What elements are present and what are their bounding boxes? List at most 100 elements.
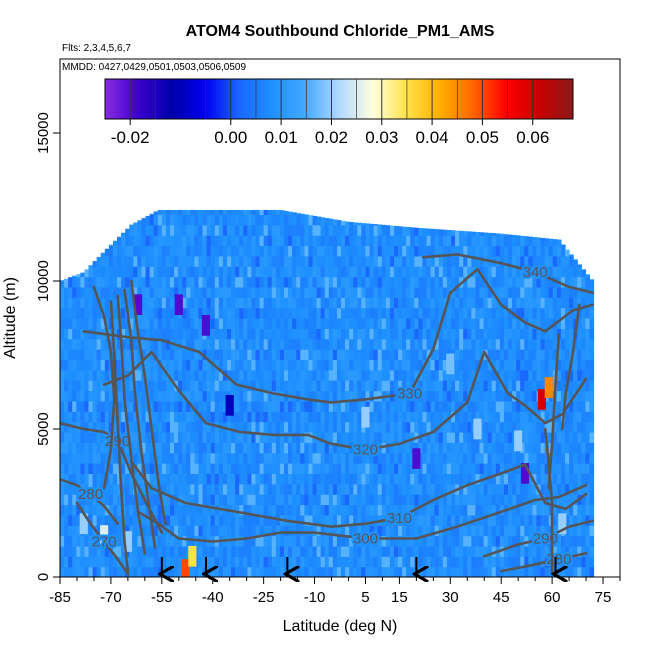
heat-cell [414, 535, 419, 547]
heat-cell [214, 473, 220, 485]
heat-cell [231, 431, 236, 443]
heat-cell [312, 556, 318, 568]
heat-cell [577, 411, 582, 423]
heat-cell [438, 545, 444, 557]
heat-cell [300, 421, 305, 433]
heat-cell [153, 442, 159, 454]
heat-cell [267, 431, 273, 443]
heat-cell [214, 545, 220, 557]
heat-cell [194, 338, 200, 350]
heat-cell [430, 380, 436, 392]
heat-cell [226, 209, 232, 215]
heat-cell [80, 442, 86, 454]
heat-cell [84, 545, 90, 557]
heat-cell [263, 297, 269, 309]
heat-cell [169, 224, 175, 236]
heat-cell [418, 494, 424, 506]
heat-cell [243, 431, 248, 443]
heat-cell [190, 266, 195, 278]
heat-cell [508, 266, 513, 278]
heat-cell [145, 318, 151, 329]
heat-cell [255, 328, 261, 340]
heat-cell [235, 224, 240, 236]
heat-cell [536, 349, 542, 361]
heat-cell [251, 463, 257, 474]
heat-cell [92, 452, 98, 464]
heat-cell [552, 255, 558, 267]
x-tick-label: -70 [100, 589, 122, 606]
heat-cell [243, 390, 248, 402]
heat-cell [92, 307, 98, 319]
heat-cell [231, 514, 236, 526]
heat-cell [267, 504, 273, 516]
heat-cell [438, 286, 444, 298]
heat-cell [235, 421, 240, 433]
heat-cell [345, 545, 350, 557]
heat-cell [60, 318, 65, 329]
heat-cell [263, 431, 269, 443]
heat-cell [332, 219, 338, 226]
heat-cell [60, 380, 65, 392]
contour-line [544, 427, 554, 576]
heat-cell [239, 535, 244, 547]
heat-cell [169, 390, 175, 402]
heat-cell [381, 307, 387, 319]
heat-cell [80, 359, 86, 371]
heat-cell [300, 214, 305, 226]
heat-cell [365, 235, 371, 247]
heat-cell [169, 442, 175, 454]
heat-cell [255, 514, 261, 526]
heat-cell [231, 224, 236, 236]
heat-cell [402, 535, 407, 547]
heat-cell [479, 359, 485, 371]
heat-cell [569, 431, 574, 443]
heat-cell [487, 556, 493, 568]
heat-cell [332, 431, 338, 443]
heat-cell [467, 328, 472, 340]
heat-cell [353, 349, 358, 361]
heat-cell [430, 338, 436, 350]
heat-cell [255, 556, 261, 568]
heat-cell [373, 307, 379, 319]
heat-cell [332, 494, 338, 506]
heat-cell [112, 463, 118, 474]
heat-cell [520, 349, 525, 361]
heat-cell [463, 463, 468, 474]
heat-cell [560, 244, 566, 247]
heat-cell [169, 566, 175, 577]
heat-cell [186, 452, 191, 464]
heat-cell [125, 452, 130, 464]
heat-cell [455, 504, 460, 516]
heat-cell [316, 328, 322, 340]
heat-cell [450, 535, 456, 547]
heat-cell [182, 359, 187, 371]
heat-cell [442, 535, 448, 547]
heat-cell [499, 483, 505, 495]
heat-cell [292, 535, 297, 547]
heat-cell [316, 338, 322, 350]
heat-cell [218, 452, 224, 464]
heat-cell [263, 266, 269, 278]
heat-cell [573, 400, 578, 412]
hotspot-cell [201, 315, 211, 336]
contour-label: 280 [546, 551, 571, 568]
heat-cell [450, 411, 456, 423]
heat-cell [226, 473, 232, 485]
heat-cell [385, 266, 391, 278]
heat-cell [108, 483, 114, 495]
heat-cell [520, 400, 525, 412]
heat-cell [279, 224, 285, 236]
heat-cell [145, 545, 151, 557]
heat-cell [324, 504, 330, 516]
heat-cell [141, 245, 147, 257]
heat-cell [406, 452, 411, 464]
heat-cell [145, 566, 151, 577]
heat-cell [324, 235, 330, 247]
heat-cell [218, 566, 224, 577]
heat-cell [410, 307, 415, 319]
heat-cell [491, 233, 497, 236]
heat-cell [304, 318, 310, 329]
heat-cell [153, 535, 159, 547]
heat-cell [275, 525, 281, 537]
heat-cell [528, 452, 534, 464]
